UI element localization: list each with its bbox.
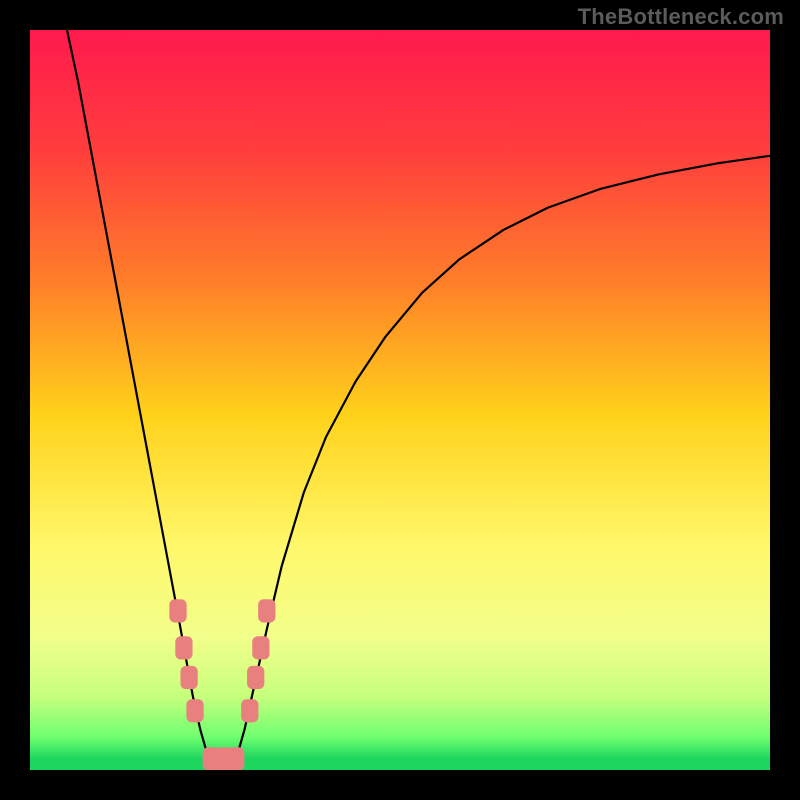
plot-area (30, 30, 770, 770)
curve-marker (181, 666, 197, 688)
curve-marker (259, 600, 275, 622)
curve-marker (187, 700, 203, 722)
chart-svg (30, 30, 770, 770)
curve-marker (242, 700, 258, 722)
curve-marker (253, 637, 269, 659)
curve-marker (176, 637, 192, 659)
curve-marker (170, 600, 186, 622)
curve-marker (228, 748, 244, 770)
chart-frame: TheBottleneck.com (0, 0, 800, 800)
chart-background (30, 30, 770, 770)
curve-marker (248, 666, 264, 688)
watermark-text: TheBottleneck.com (578, 4, 784, 30)
